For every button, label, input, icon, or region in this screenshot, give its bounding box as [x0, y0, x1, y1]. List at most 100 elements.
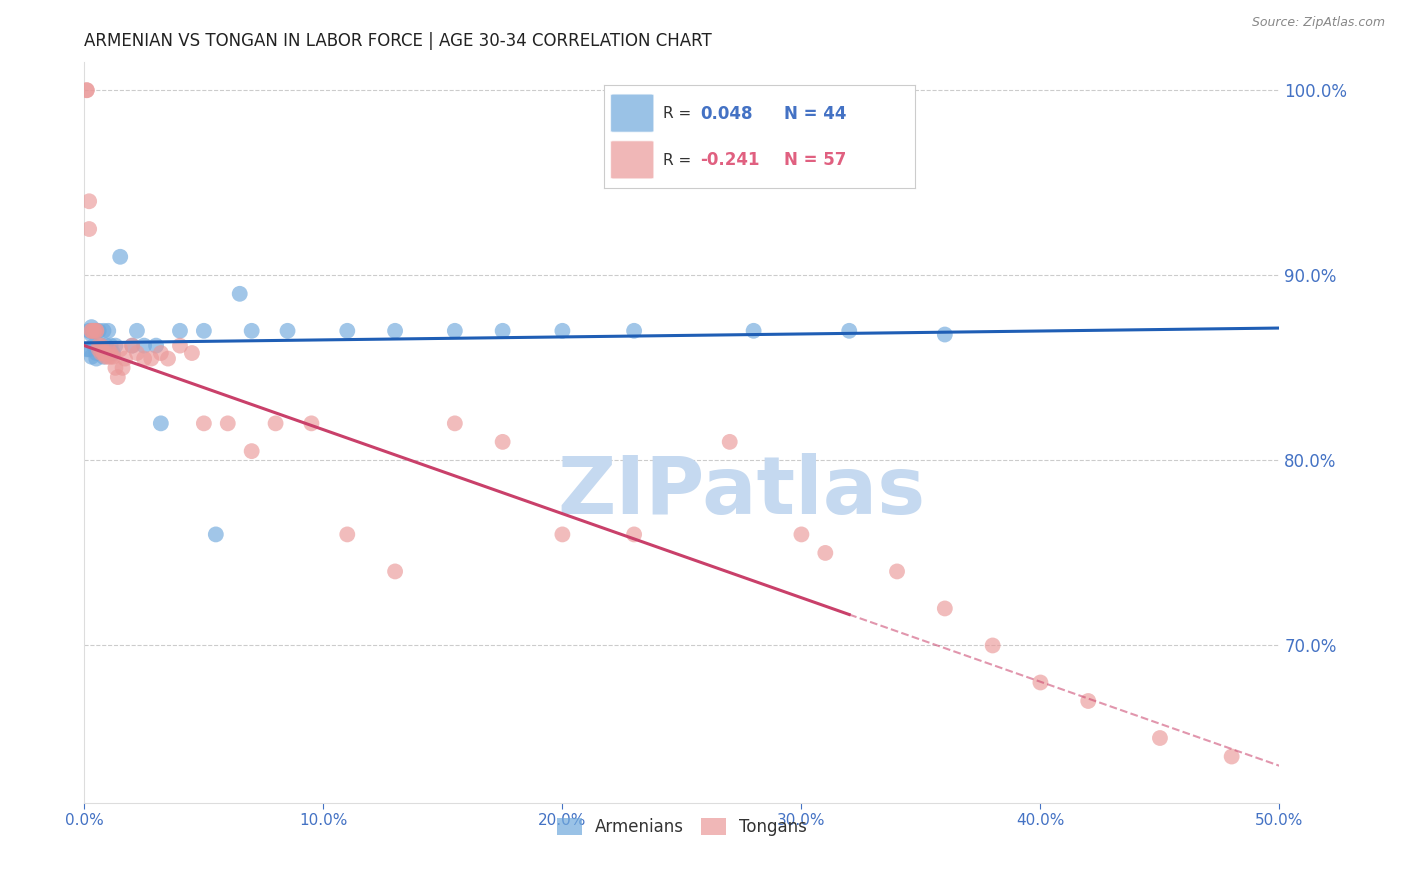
- Point: [90, 338, 112, 352]
- Point: [100, 338, 122, 352]
- Point: [97, 324, 120, 338]
- Point: [336, 527, 359, 541]
- Point: [76, 83, 98, 97]
- Point: [80, 324, 103, 338]
- Point: [264, 417, 287, 431]
- Point: [80, 327, 103, 342]
- Text: ZIPatlas: ZIPatlas: [558, 453, 925, 531]
- Point: [623, 527, 645, 541]
- Legend: Armenians, Tongans: Armenians, Tongans: [550, 811, 814, 843]
- Point: [80, 350, 103, 364]
- Point: [104, 338, 127, 352]
- Point: [97, 343, 120, 357]
- Point: [107, 370, 129, 384]
- Point: [80, 320, 103, 334]
- Point: [125, 346, 148, 360]
- Point: [76, 83, 98, 97]
- Point: [86, 324, 108, 338]
- Point: [94, 338, 117, 352]
- Point: [132, 351, 156, 366]
- Point: [114, 351, 136, 366]
- Point: [93, 350, 115, 364]
- Point: [97, 343, 120, 357]
- Point: [149, 346, 172, 360]
- Text: Source: ZipAtlas.com: Source: ZipAtlas.com: [1251, 16, 1385, 29]
- Point: [90, 338, 112, 352]
- Point: [981, 639, 1004, 653]
- Point: [76, 343, 98, 357]
- Point: [205, 527, 228, 541]
- Point: [94, 346, 117, 360]
- Point: [814, 546, 837, 560]
- Point: [87, 324, 110, 338]
- Point: [141, 351, 163, 366]
- Point: [181, 346, 204, 360]
- Point: [790, 527, 813, 541]
- Point: [111, 360, 134, 375]
- Point: [83, 324, 105, 338]
- Point: [492, 324, 515, 338]
- Point: [77, 222, 100, 236]
- Point: [157, 351, 180, 366]
- Point: [83, 324, 105, 338]
- Point: [93, 346, 115, 360]
- Point: [101, 350, 124, 364]
- Point: [277, 324, 299, 338]
- Point: [149, 417, 172, 431]
- Point: [301, 417, 323, 431]
- Point: [77, 194, 100, 209]
- Point: [104, 360, 127, 375]
- Point: [80, 324, 103, 338]
- Point: [87, 343, 110, 357]
- Point: [83, 338, 105, 352]
- Point: [934, 601, 956, 615]
- Point: [87, 343, 110, 357]
- Point: [1077, 694, 1099, 708]
- Point: [93, 346, 115, 360]
- Point: [1149, 731, 1171, 745]
- Point: [77, 343, 100, 357]
- Text: ARMENIAN VS TONGAN IN LABOR FORCE | AGE 30-34 CORRELATION CHART: ARMENIAN VS TONGAN IN LABOR FORCE | AGE …: [84, 32, 711, 50]
- Point: [1220, 749, 1243, 764]
- Point: [193, 324, 215, 338]
- Point: [90, 343, 112, 357]
- Point: [93, 324, 115, 338]
- Point: [86, 324, 108, 338]
- Point: [169, 324, 191, 338]
- Point: [742, 324, 765, 338]
- Point: [384, 565, 406, 579]
- Point: [121, 338, 143, 352]
- Point: [217, 417, 239, 431]
- Point: [551, 324, 574, 338]
- Point: [100, 350, 122, 364]
- Point: [97, 350, 120, 364]
- Point: [384, 324, 406, 338]
- Point: [132, 338, 156, 352]
- Point: [100, 346, 122, 360]
- Point: [492, 434, 515, 449]
- Point: [110, 250, 132, 264]
- Point: [838, 324, 860, 338]
- Point: [336, 324, 359, 338]
- Point: [444, 324, 467, 338]
- Point: [718, 434, 741, 449]
- Point: [169, 338, 191, 352]
- Point: [444, 417, 467, 431]
- Point: [145, 338, 167, 352]
- Point: [229, 286, 252, 301]
- Point: [193, 417, 215, 431]
- Point: [86, 346, 108, 360]
- Point: [934, 327, 956, 342]
- Point: [121, 338, 143, 352]
- Point: [240, 324, 263, 338]
- Point: [86, 351, 108, 366]
- Point: [77, 324, 100, 338]
- Point: [87, 338, 110, 352]
- Point: [886, 565, 908, 579]
- Point: [1029, 675, 1052, 690]
- Point: [623, 324, 645, 338]
- Point: [101, 346, 124, 360]
- Point: [551, 527, 574, 541]
- Point: [83, 324, 105, 338]
- Point: [240, 444, 263, 458]
